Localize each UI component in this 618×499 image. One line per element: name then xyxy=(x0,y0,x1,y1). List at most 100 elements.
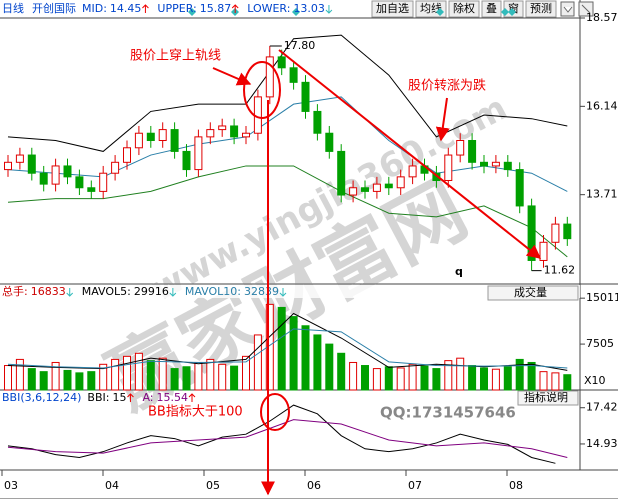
annotation: q xyxy=(455,265,463,278)
x-tick-label: 04 xyxy=(105,479,119,492)
dropdown xyxy=(560,1,575,17)
candle-body xyxy=(242,132,250,138)
trend-arrow xyxy=(325,5,333,14)
volume-bar xyxy=(408,363,417,391)
candle-body xyxy=(99,172,108,192)
volume-bar xyxy=(289,316,298,391)
toolbar-button[interactable]: 叠 xyxy=(481,0,502,18)
candle-body xyxy=(27,154,36,174)
volume-bar xyxy=(349,361,358,391)
candle-body xyxy=(325,132,334,152)
volume-bar xyxy=(170,368,179,391)
volume-bar xyxy=(99,363,108,391)
y-tick-label: 18.57 xyxy=(586,11,618,24)
candle-body xyxy=(51,165,60,185)
volume-bar xyxy=(420,365,429,391)
field-label: MID: xyxy=(82,2,107,15)
candle-body xyxy=(563,223,572,240)
y-tick-label: 13.71 xyxy=(586,188,618,201)
candle-body xyxy=(551,223,560,243)
field-value: 16833 xyxy=(31,285,66,298)
annotation: BB指标大于100 xyxy=(148,405,243,420)
volume-bar xyxy=(456,357,465,391)
field-label: LOWER: xyxy=(247,2,290,15)
candle-body xyxy=(384,183,393,189)
button-box xyxy=(487,285,579,301)
volume-bar xyxy=(87,371,96,391)
high-label: 17.80 xyxy=(284,39,316,52)
field-label: MAVOL10: xyxy=(185,285,241,298)
annotation: 股价转涨为跌 xyxy=(408,78,486,94)
indicator-button[interactable]: 成交量 xyxy=(487,285,579,301)
trend-arrow xyxy=(279,288,287,297)
toolbar-button[interactable]: 加自选 xyxy=(371,0,414,18)
x-tick-label: 07 xyxy=(408,479,422,492)
qq-text: QQ:1731457646 xyxy=(380,404,516,422)
volume-bar xyxy=(63,369,72,391)
low-label: 11.62 xyxy=(544,264,576,277)
field-label: A: xyxy=(142,391,153,404)
volume-bar xyxy=(325,343,334,391)
field-value: 32839 xyxy=(244,285,279,298)
candle-body xyxy=(206,129,215,138)
toolbar-button[interactable]: 均线 xyxy=(415,0,447,18)
diamonds xyxy=(188,8,516,16)
button-label: 指标说明 xyxy=(524,390,568,404)
indicator-line xyxy=(7,312,568,371)
volume-bar xyxy=(111,358,120,391)
field-value: 14.45 xyxy=(110,2,142,15)
candle-body xyxy=(39,172,48,185)
volume-bar xyxy=(242,355,250,391)
volume-bar xyxy=(206,358,215,391)
candle-body xyxy=(503,161,512,171)
volume-bar xyxy=(551,372,560,391)
candle-body xyxy=(408,165,417,178)
volume-bar xyxy=(123,355,131,391)
candle-body xyxy=(87,187,96,192)
candle-body xyxy=(444,154,453,181)
candle-body xyxy=(301,81,310,112)
annotation: 股价上穿上轨线 xyxy=(130,48,221,64)
y-tick-label: 16.14 xyxy=(586,99,618,112)
volume-bar xyxy=(372,368,381,391)
trend-arrow xyxy=(127,393,134,402)
candle-body xyxy=(456,140,465,156)
volume-bar xyxy=(277,306,286,391)
candle-body xyxy=(349,187,358,196)
candle-body xyxy=(111,161,120,174)
toolbar-label: 加自选 xyxy=(376,2,409,15)
volume-bar xyxy=(218,363,227,391)
candle-body xyxy=(75,176,84,189)
volume-bar xyxy=(15,358,24,391)
x-tick-label: 06 xyxy=(307,479,321,492)
trend-arrow xyxy=(231,4,239,13)
candle-body xyxy=(4,161,12,171)
volume-bar xyxy=(468,365,477,391)
volume-bar xyxy=(396,367,405,391)
volume-bar xyxy=(491,368,500,391)
candle-body xyxy=(396,176,405,189)
trend-arrow xyxy=(188,393,196,402)
volume-bar xyxy=(27,368,36,391)
toolbar-button[interactable]: 预测 xyxy=(525,0,557,18)
candle-body xyxy=(123,147,131,163)
indicator-button[interactable]: 指标说明 xyxy=(517,390,579,406)
close-box xyxy=(578,1,594,17)
candle-body xyxy=(170,129,179,152)
volume-bar xyxy=(75,372,84,391)
candle-body xyxy=(146,132,155,142)
indicator-title: BBI(3,6,12,24) xyxy=(2,391,81,404)
volume-bar xyxy=(361,365,369,391)
toolbar-label: 窗 xyxy=(508,1,519,15)
volume-bar xyxy=(527,361,536,391)
indicator-line xyxy=(7,419,568,458)
candle-body xyxy=(15,154,24,163)
volume-bar xyxy=(480,367,488,391)
volume-bar xyxy=(301,325,310,391)
header-bg xyxy=(0,285,580,298)
toolbar-button[interactable]: 除权 xyxy=(448,0,480,18)
toolbar-button[interactable]: 窗 xyxy=(503,0,524,18)
toolbar-label: 预测 xyxy=(530,2,552,15)
